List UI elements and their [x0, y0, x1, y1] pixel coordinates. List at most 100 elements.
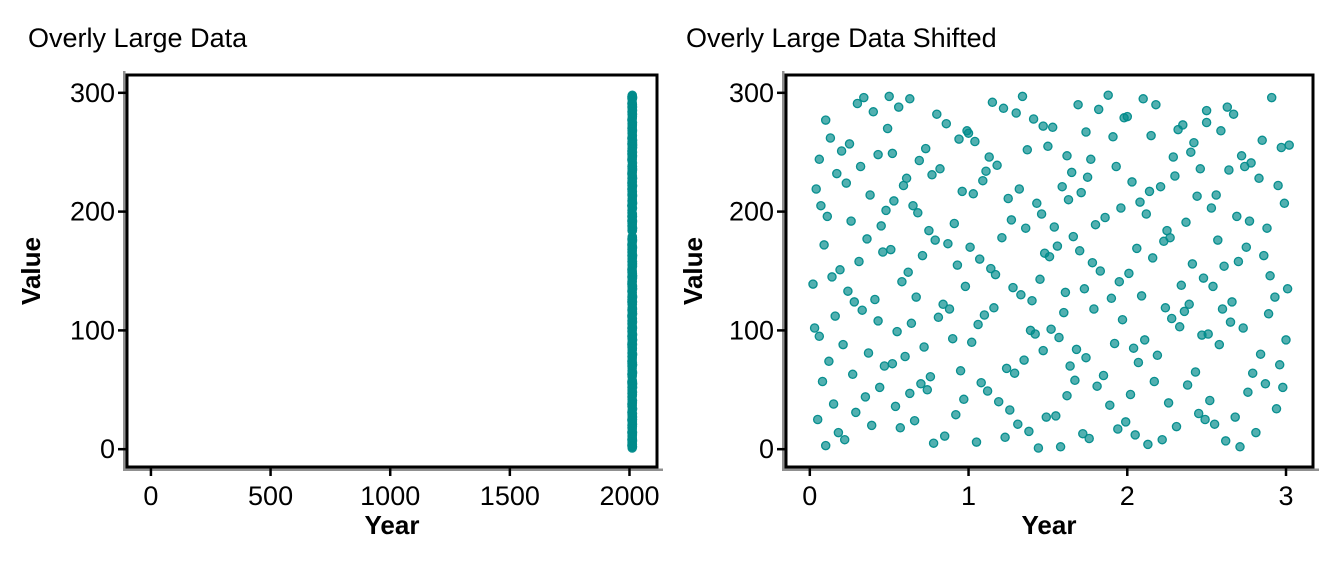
data-point — [839, 434, 850, 445]
data-point — [1262, 223, 1272, 233]
data-point — [1151, 99, 1161, 110]
data-point — [881, 205, 891, 216]
data-point — [1163, 398, 1174, 408]
data-point — [979, 310, 990, 320]
data-point — [1187, 259, 1198, 269]
right-plot-svg: Overly Large Data Shifted Year Value 0 1 2… — [678, 23, 1319, 540]
data-point — [957, 186, 967, 197]
data-point — [827, 272, 837, 282]
y-axis-line — [123, 71, 126, 471]
data-point — [1152, 350, 1163, 361]
data-point — [627, 198, 638, 209]
data-point — [978, 175, 988, 186]
data-point — [1149, 376, 1160, 387]
x-tick-label: 2 — [1120, 481, 1135, 511]
data-point — [965, 242, 975, 252]
data-point — [1160, 303, 1171, 313]
data-point — [1255, 349, 1266, 359]
data-point — [905, 94, 915, 104]
data-point — [1171, 421, 1182, 432]
data-point — [814, 154, 825, 165]
data-point — [1243, 387, 1253, 397]
data-point — [1036, 209, 1047, 219]
data-point — [1105, 400, 1115, 410]
data-point — [939, 431, 950, 441]
data-point — [627, 427, 638, 438]
data-point — [1092, 381, 1102, 391]
data-point — [935, 164, 945, 174]
data-point — [960, 281, 971, 292]
data-point — [1182, 380, 1193, 390]
data-point — [851, 407, 861, 418]
data-point — [1213, 235, 1223, 245]
data-point — [997, 232, 1007, 243]
data-point — [974, 254, 985, 264]
data-point — [819, 240, 829, 250]
data-point — [828, 399, 839, 409]
data-point — [1254, 173, 1264, 184]
y-tick-label: 100 — [70, 315, 115, 345]
x-tick-label: 1500 — [480, 481, 540, 511]
data-point — [944, 304, 955, 314]
data-point — [987, 97, 998, 108]
data-point — [913, 208, 923, 218]
y-tick-label: 200 — [70, 197, 115, 227]
data-point — [1081, 352, 1091, 363]
data-point — [1186, 147, 1196, 157]
chart-overly-large-data: Overly Large Data Year Value 0 500 1000 150… — [16, 23, 663, 540]
data-point — [981, 166, 991, 176]
data-point — [1125, 389, 1136, 400]
data-point — [1206, 203, 1217, 213]
data-point — [1011, 108, 1021, 118]
data-point — [1049, 222, 1060, 232]
data-point — [887, 148, 898, 159]
plot-title: Overly Large Data — [28, 23, 248, 53]
data-point — [1043, 141, 1053, 152]
chart-overly-large-data-shifted: Overly Large Data Shifted Year Value 0 1 2… — [672, 0, 1344, 576]
data-point — [627, 368, 638, 378]
data-point — [1068, 231, 1079, 242]
data-point — [822, 211, 833, 222]
data-point — [1041, 412, 1052, 422]
data-point — [1238, 323, 1248, 333]
data-point — [886, 244, 896, 255]
x-tick-label: 1 — [961, 481, 976, 511]
data-point — [1109, 338, 1120, 349]
data-point — [838, 339, 848, 350]
data-point — [1133, 357, 1144, 368]
data-point — [1192, 191, 1202, 201]
data-point — [1284, 140, 1294, 150]
data-point — [1106, 293, 1117, 304]
data-point — [627, 190, 638, 200]
data-point — [952, 260, 963, 270]
data-point — [1098, 370, 1109, 381]
data-point — [1270, 292, 1280, 302]
data-point — [1071, 344, 1082, 355]
data-point — [990, 269, 1001, 280]
data-point — [1170, 171, 1180, 181]
plot-title: Overly Large Data Shifted — [686, 23, 997, 53]
data-point — [1157, 434, 1167, 445]
data-point — [1122, 111, 1133, 122]
data-point — [1273, 180, 1283, 191]
data-point — [1103, 90, 1113, 100]
data-point — [920, 143, 931, 154]
data-point — [846, 216, 856, 226]
data-point — [1251, 427, 1261, 438]
data-point — [976, 377, 986, 388]
data-point — [903, 267, 913, 277]
data-point — [1066, 167, 1077, 178]
y-axis-title: Value — [678, 237, 708, 305]
data-point — [1139, 335, 1150, 345]
data-point — [982, 386, 993, 396]
data-point — [857, 305, 867, 315]
data-point — [820, 115, 831, 125]
data-point — [627, 109, 638, 119]
data-point — [1224, 165, 1234, 175]
data-point — [1111, 161, 1121, 172]
data-point — [627, 126, 638, 136]
data-point — [873, 149, 883, 160]
data-point — [1093, 104, 1104, 115]
data-point — [1260, 379, 1271, 389]
data-point — [824, 356, 834, 367]
